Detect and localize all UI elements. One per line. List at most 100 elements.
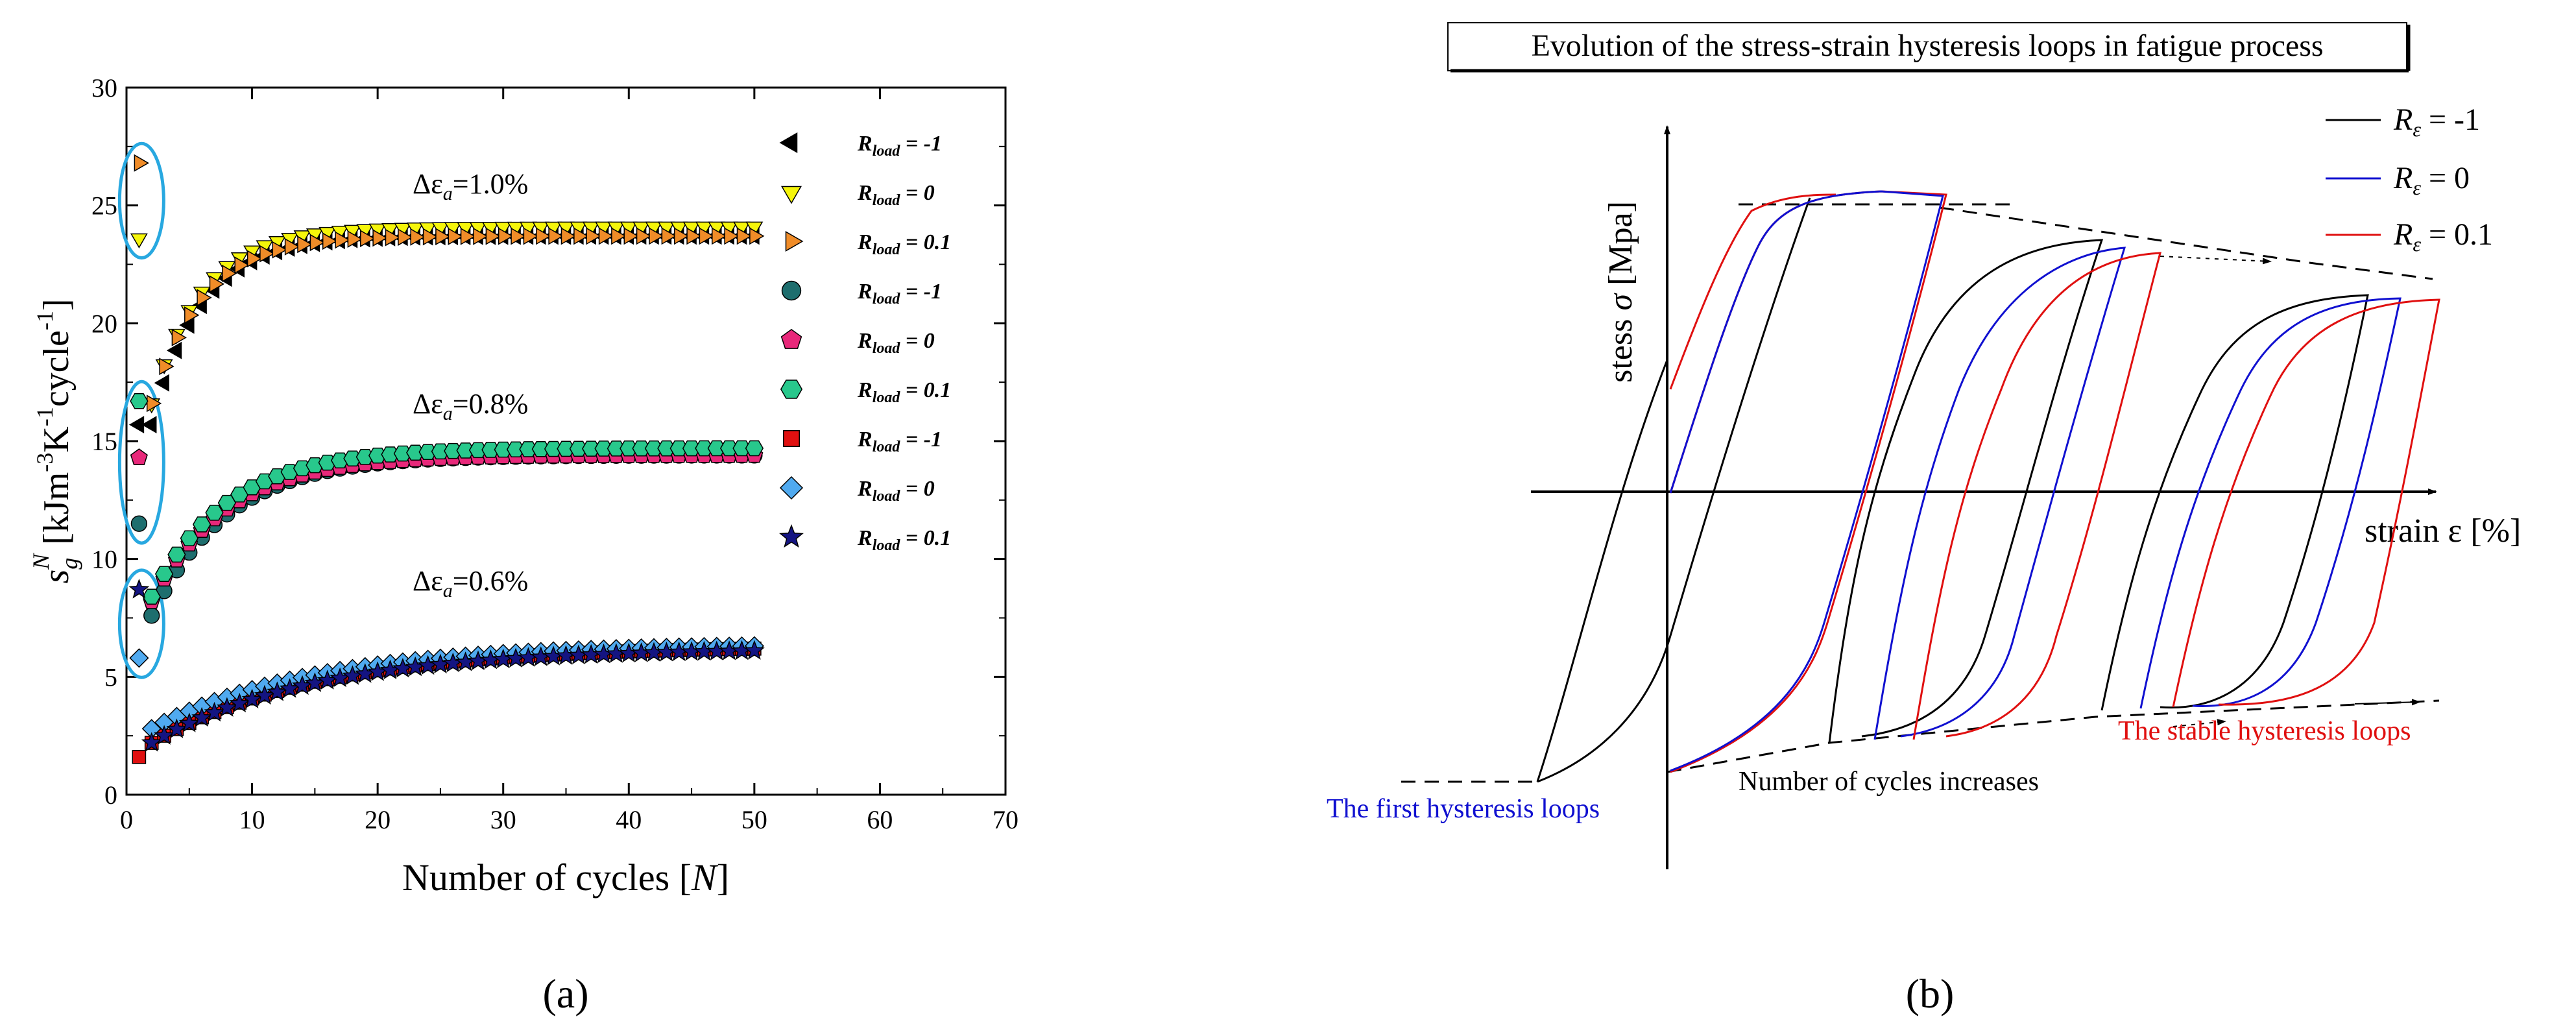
data-point — [372, 229, 388, 247]
data-point — [573, 227, 589, 245]
series-5 — [130, 392, 764, 605]
legend-marker — [785, 231, 804, 252]
data-point — [657, 440, 676, 457]
legend-label: Rload = 0.1 — [857, 230, 951, 258]
series-2 — [134, 154, 765, 413]
data-point — [485, 227, 501, 245]
data-point — [406, 444, 425, 461]
data-point — [557, 440, 575, 457]
x-tick-label: 40 — [616, 805, 642, 834]
data-point — [435, 228, 451, 246]
data-point — [749, 227, 765, 245]
data-point — [381, 446, 400, 463]
x-tick-label: 30 — [490, 805, 516, 834]
data-point — [204, 701, 225, 722]
middle-loop-black — [1828, 239, 2104, 743]
data-point — [418, 444, 437, 461]
legend-label: Rload = -1 — [857, 132, 942, 160]
data-point — [197, 289, 212, 307]
data-point — [146, 394, 162, 413]
y-tick-label: 20 — [91, 309, 117, 338]
data-point — [343, 450, 362, 467]
panel-b-caption: (b) — [1906, 971, 1955, 1017]
data-point — [444, 442, 463, 459]
data-point — [309, 234, 325, 252]
stress-axis-label: stess σ [Mpa] — [1602, 201, 1639, 383]
legend-marker — [781, 186, 802, 204]
data-point — [511, 227, 526, 245]
data-point — [141, 416, 157, 433]
x-tick-label: 10 — [239, 805, 265, 834]
data-point — [368, 448, 387, 464]
x-tick-label: 70 — [993, 805, 1018, 834]
data-point — [536, 227, 551, 245]
data-point — [494, 441, 512, 458]
data-point — [222, 264, 237, 282]
data-point — [142, 588, 161, 605]
tick-labels: 0 10 20 30 40 50 60 70 0 5 10 15 20 25 30 — [91, 73, 1018, 834]
data-point — [523, 227, 538, 245]
data-point — [360, 230, 376, 247]
data-point — [159, 357, 175, 376]
initial-loading-curve-black — [1536, 359, 1668, 782]
data-point — [707, 440, 726, 457]
axis-ticks — [125, 86, 1007, 796]
highlight-ellipse — [117, 380, 165, 545]
data-point — [330, 452, 350, 468]
data-point — [669, 440, 688, 457]
data-point — [594, 440, 613, 457]
legend-label: Rload = 0.1 — [857, 526, 951, 554]
legend-marker — [779, 132, 798, 153]
highlight-ellipse — [117, 141, 165, 260]
legend-label: Rload = 0 — [857, 181, 935, 209]
data-point — [180, 530, 199, 547]
legend-label: Rload = 0 — [857, 477, 935, 505]
legend-marker — [780, 328, 802, 349]
panel-a-caption: (a) — [542, 971, 588, 1017]
y-tick-label: 30 — [91, 73, 117, 102]
data-point — [178, 712, 200, 732]
data-point — [241, 688, 263, 708]
data-points — [128, 154, 765, 764]
series-1 — [130, 221, 764, 414]
legend-label-r-0-1: Rε = 0.1 — [2393, 217, 2493, 256]
x-tick-label: 20 — [365, 805, 391, 834]
data-point — [355, 449, 374, 465]
annotation-1-0-percent: Δεa=1.0% — [413, 168, 528, 204]
data-point — [586, 227, 601, 245]
data-point — [699, 227, 714, 245]
first-loop-red — [1669, 190, 1947, 773]
data-point — [736, 227, 752, 245]
hysteresis-loops — [1536, 190, 2440, 783]
legend-marker — [779, 524, 804, 548]
data-point — [254, 684, 275, 705]
data-point — [229, 692, 250, 713]
data-point — [209, 275, 225, 293]
y-tick-label: 15 — [91, 427, 117, 456]
x-tick-label: 60 — [867, 805, 893, 834]
data-point — [481, 442, 500, 458]
note-cycles-increase: Number of cycles increases — [1739, 767, 2039, 797]
data-point — [234, 256, 250, 274]
data-point — [569, 440, 588, 457]
data-point — [143, 607, 160, 624]
data-point — [154, 566, 174, 582]
first-loop-black — [1537, 197, 1811, 783]
data-point — [398, 228, 413, 247]
legend-label: Rload = -1 — [857, 428, 942, 455]
data-point — [623, 227, 639, 245]
series-8 — [128, 579, 765, 752]
data-point — [272, 241, 287, 259]
data-point — [130, 448, 148, 465]
data-point — [171, 328, 187, 346]
data-point — [192, 516, 211, 533]
data-point — [154, 374, 169, 392]
y-axis-label: sgN [kJm-3K-1cycle-1] — [28, 298, 82, 583]
data-point — [732, 440, 751, 457]
data-point — [724, 227, 740, 245]
diagram-title: Evolution of the stress-strain hysteresi… — [1531, 29, 2323, 63]
data-point — [130, 392, 149, 409]
data-point — [134, 154, 149, 172]
data-point — [695, 440, 714, 457]
data-point — [205, 505, 224, 521]
